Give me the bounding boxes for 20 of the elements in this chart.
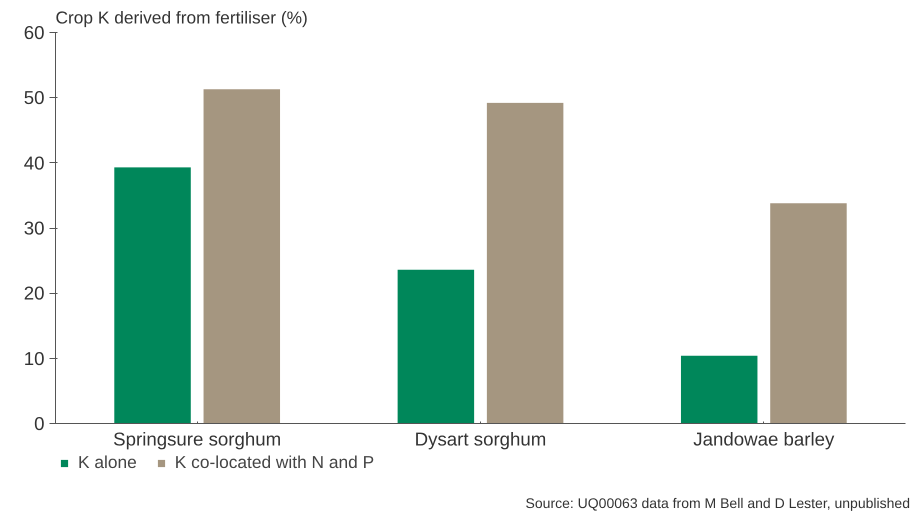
bar [680,356,758,424]
y-tick-label: 0 [34,413,45,434]
x-tick-label: Springsure sorghum [113,428,282,450]
y-tick-label: 40 [24,152,45,174]
legend-label: K alone [78,452,137,473]
y-tick-label: 50 [24,87,45,108]
bar [114,167,191,424]
bar [486,102,564,424]
y-tick-label: 30 [24,218,45,238]
legend-label: K co-located with N and P [174,452,374,473]
y-axis-title: Crop K derived from fertiliser (%) [56,8,308,28]
y-tick-label: 10 [24,348,45,369]
x-tick-label: Jandowae barley [693,428,836,450]
x-tick-label: Dysart sorghum [414,428,546,450]
y-tick-label: 60 [24,22,45,43]
y-tick-label: 20 [24,282,45,304]
bar [398,270,474,424]
bar [770,203,847,424]
source-note: Source: UQ00063 data from M Bell and D Lester, unpublished [526,494,910,513]
bar [204,89,280,424]
